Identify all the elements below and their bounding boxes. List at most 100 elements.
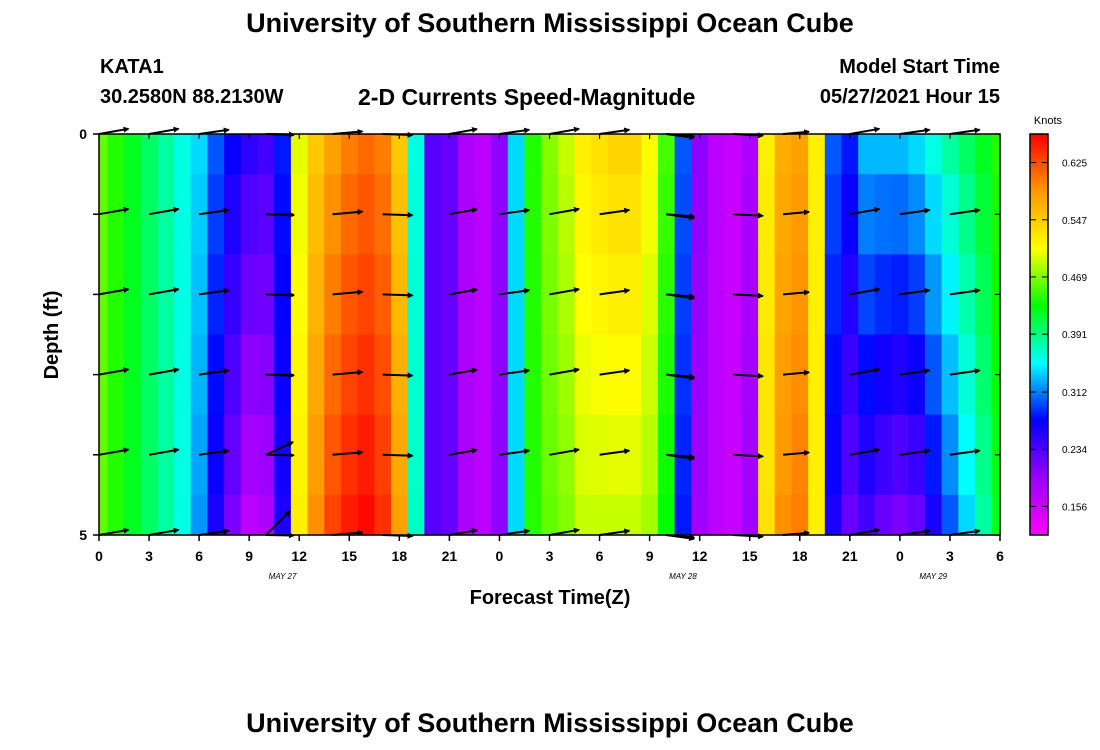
current-vector — [148, 206, 180, 216]
current-vector — [332, 369, 364, 376]
heatmap-cell — [758, 254, 776, 336]
x-tick-label: 3 — [546, 548, 554, 564]
x-tick-label: 12 — [692, 548, 708, 564]
heatmap-cell — [641, 494, 659, 536]
heatmap-cell — [507, 174, 526, 255]
x-tick-label: 3 — [145, 548, 153, 564]
colorbar-tick-label: 0.625 — [1062, 159, 1087, 170]
heatmap-cell — [274, 134, 292, 175]
heatmap-cell — [457, 334, 476, 416]
heatmap-cell — [374, 494, 392, 536]
heatmap-cell — [908, 494, 926, 536]
heatmap-cell — [407, 334, 425, 416]
heatmap-cell — [190, 494, 209, 536]
heatmap-cell — [324, 494, 342, 536]
current-vector — [783, 369, 810, 376]
heatmap-cell — [407, 254, 425, 336]
heatmap-cell — [674, 494, 692, 536]
heatmap-cell — [340, 134, 359, 175]
heatmap-cell — [924, 254, 943, 336]
heatmap-cell — [758, 494, 776, 536]
heatmap-cell — [924, 334, 943, 416]
current-vector — [849, 206, 881, 216]
current-vector — [98, 287, 130, 296]
heatmap-cell — [207, 254, 225, 336]
heatmap-cell — [574, 334, 592, 416]
heatmap-cell — [941, 134, 959, 175]
station-id: KATA1 — [100, 56, 164, 78]
current-vector — [899, 368, 931, 376]
heatmap-cell — [941, 494, 959, 536]
heatmap-cell — [507, 414, 526, 496]
current-vector — [599, 448, 631, 456]
heatmap-cell — [758, 334, 776, 416]
heatmap-cell — [808, 494, 826, 536]
heatmap-cell — [99, 134, 108, 175]
heatmap-cell — [99, 494, 108, 536]
x-tick-label: 18 — [792, 548, 808, 564]
heatmap-cell — [991, 134, 1001, 175]
heatmap-cell — [124, 254, 142, 336]
current-vector — [849, 126, 881, 135]
current-vector — [949, 448, 981, 456]
heatmap-cell — [307, 174, 325, 255]
current-vector — [732, 212, 764, 219]
heatmap-cell — [858, 174, 876, 255]
current-vector — [783, 209, 810, 216]
heatmap-cell — [724, 134, 742, 175]
current-vector — [549, 367, 580, 376]
heatmap-cell — [808, 254, 826, 336]
current-vector — [265, 211, 295, 218]
current-vector — [382, 212, 414, 219]
x-tick-label: 21 — [442, 548, 458, 564]
heatmap-cell — [841, 494, 859, 536]
heatmap-cells — [99, 134, 1001, 536]
heatmap-cell — [958, 254, 976, 336]
heatmap-cell — [174, 174, 192, 255]
heatmap-cell — [357, 134, 375, 175]
heatmap-cell — [691, 174, 709, 255]
current-vector — [265, 510, 291, 536]
current-vector — [98, 126, 130, 135]
heatmap-cell — [324, 134, 342, 175]
heatmap-cell — [858, 414, 876, 496]
current-vector — [732, 372, 764, 379]
heatmap-cell — [157, 174, 175, 255]
heatmap-cell — [908, 254, 926, 336]
heatmap-cell — [357, 254, 375, 336]
heatmap-cell — [424, 334, 442, 416]
heatmap-cell — [374, 134, 392, 175]
heatmap-cell — [958, 174, 976, 255]
heatmap-cell — [424, 414, 442, 496]
current-vector — [98, 447, 130, 456]
heatmap-cell — [541, 134, 559, 175]
current-vector — [849, 367, 881, 376]
current-vector — [148, 367, 180, 376]
chart-subtitle: 2-D Currents Speed-Magnitude — [358, 84, 696, 110]
heatmap-cell — [340, 174, 359, 255]
current-vector — [332, 289, 364, 296]
heatmap-cell — [174, 254, 192, 336]
current-vector — [198, 287, 230, 296]
heatmap-cell — [958, 134, 976, 175]
current-vector — [332, 449, 364, 456]
heatmap-cell — [974, 134, 993, 175]
heatmap-cell — [991, 494, 1001, 536]
heatmap-cell — [974, 494, 993, 536]
heatmap-cell — [240, 494, 259, 536]
heatmap-cell — [691, 334, 709, 416]
heatmap-cell — [474, 414, 492, 496]
current-vector — [198, 448, 230, 456]
x-tick-label: 6 — [596, 548, 604, 564]
heatmap-cell — [874, 334, 893, 416]
heatmap-cell — [124, 494, 142, 536]
heatmap-cell — [858, 134, 876, 175]
station-coordinates: 30.2580N 88.2130W — [100, 86, 284, 108]
footer-title: University of Southern Mississippi Ocean… — [246, 708, 854, 738]
heatmap-cell — [791, 414, 809, 496]
heatmap-cell — [424, 174, 442, 255]
heatmap-cell — [641, 174, 659, 255]
heatmap-cell — [390, 134, 409, 175]
heatmap-cell — [741, 494, 759, 536]
heatmap-cell — [507, 494, 526, 536]
